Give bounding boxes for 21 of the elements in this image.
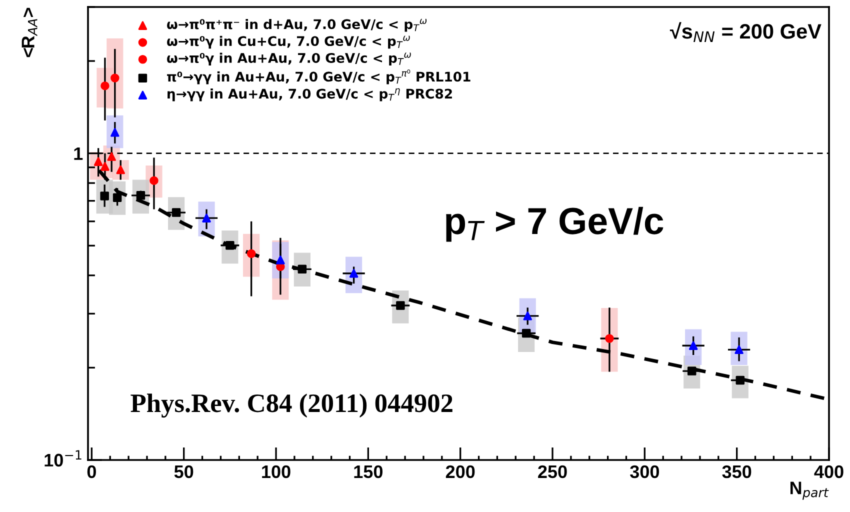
y-tick-label: 10$^{−1}$ bbox=[44, 450, 82, 467]
x-tick-label: 400 bbox=[814, 465, 844, 478]
annotation: Phys.Rev. C84 (2011) 044902 bbox=[130, 394, 452, 418]
x-tick-label: 0 bbox=[87, 465, 96, 478]
legend-label: π⁰→γγ in Au+Au, 7.0 GeV/c < p$_{T}$$^{π⁰}$ PRL101 bbox=[167, 70, 470, 84]
legend-label: ω→π⁰π⁺π⁻ in d+Au, 7.0 GeV/c < p$_{T}$$^{ω}$ bbox=[167, 18, 427, 32]
legend-label: ω→π⁰γ in Cu+Cu, 7.0 GeV/c < p$_{T}$$^{ω}$ bbox=[167, 36, 410, 49]
x-tick-label: 150 bbox=[354, 465, 383, 478]
x-tick-label: 350 bbox=[722, 465, 752, 478]
x-tick-label: 300 bbox=[630, 465, 659, 478]
x-tick-label: 50 bbox=[174, 465, 194, 478]
x-axis-title: N$_{part}$ bbox=[790, 482, 829, 500]
legend-label: ω→π⁰γ in Au+Au, 7.0 GeV/c < p$_{T}$$^{ω}$ bbox=[167, 52, 411, 66]
x-tick-label: 200 bbox=[446, 465, 475, 478]
x-tick-label: 100 bbox=[262, 465, 290, 478]
annotation: p$_{T}$ > 7 GeV/c bbox=[446, 206, 664, 242]
x-tick-label: 250 bbox=[538, 465, 567, 478]
legend-label: η→γγ in Au+Au, 7.0 GeV/c < p$_{T}$$^{η}$ PRC82 bbox=[168, 88, 452, 102]
annotation: √s$_{NN}$ = 200 GeV bbox=[670, 22, 822, 42]
y-axis-title: <R$_{AA}$> bbox=[22, 8, 38, 58]
y-tick-label: 1 bbox=[74, 147, 83, 160]
